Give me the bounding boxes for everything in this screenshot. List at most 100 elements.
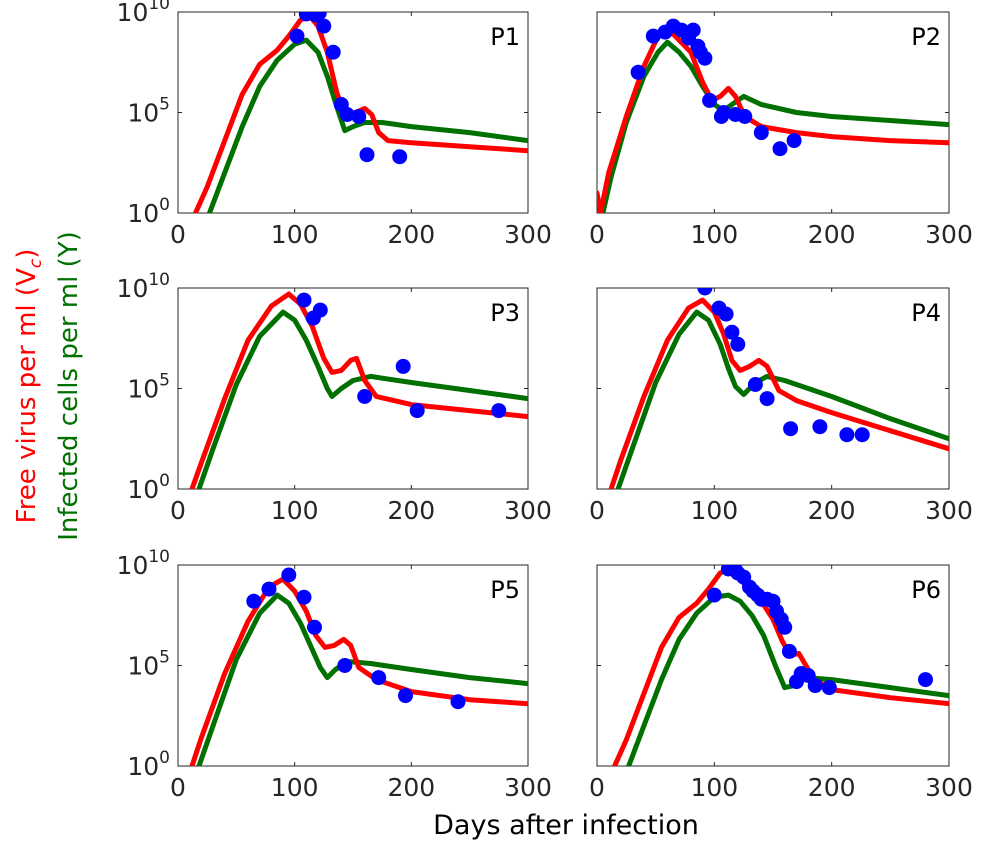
data-point <box>918 672 933 688</box>
data-point <box>697 50 713 66</box>
data-point <box>307 619 322 635</box>
infected-cells-line <box>207 37 528 213</box>
y-tick-label: 105 <box>127 371 170 404</box>
x-tick-label: 200 <box>808 220 856 249</box>
data-point <box>718 306 734 322</box>
x-tick-label: 300 <box>925 220 973 249</box>
free-virus-line <box>597 25 949 213</box>
data-point <box>289 28 305 44</box>
data-point <box>325 44 341 60</box>
x-tick-label: 0 <box>170 220 186 249</box>
x-tick-label: 200 <box>387 496 435 525</box>
x-tick-label: 200 <box>808 773 856 802</box>
data-point <box>261 581 277 597</box>
data-point <box>783 421 799 437</box>
data-point <box>772 141 788 157</box>
data-point <box>724 324 740 340</box>
data-point <box>730 336 746 352</box>
data-point <box>854 427 870 443</box>
x-tick-label: 300 <box>925 773 973 802</box>
y-tick-label: 105 <box>127 648 170 681</box>
panel-label: P6 <box>911 576 941 604</box>
data-point <box>316 18 332 34</box>
data-point <box>296 589 312 605</box>
y-tick-label: 100 <box>127 195 170 228</box>
panel-label: P4 <box>911 299 941 327</box>
data-point <box>395 358 411 374</box>
data-point <box>821 680 837 696</box>
data-point <box>351 109 367 124</box>
data-point <box>839 427 855 443</box>
data-point <box>702 92 718 108</box>
data-point <box>296 292 312 308</box>
y-title-free-virus-end: ) <box>12 249 42 259</box>
panel-P4: 0 100 200 300 P4 <box>589 287 973 525</box>
data-point <box>697 288 713 296</box>
y-tick-label: 1010 <box>117 270 170 303</box>
data-point <box>491 403 507 419</box>
y-tick-label: 100 <box>127 471 170 504</box>
data-point <box>645 28 661 44</box>
data-point <box>812 419 828 435</box>
x-tick-label: 100 <box>690 220 738 249</box>
data-point <box>753 125 769 141</box>
x-tick-label: 0 <box>170 773 186 802</box>
data-point <box>311 12 327 21</box>
y-tick-label: 1010 <box>117 547 170 580</box>
x-tick-label: 200 <box>387 220 435 249</box>
x-tick-label: 100 <box>690 496 738 525</box>
data-point <box>246 593 262 609</box>
data-point <box>371 670 387 686</box>
panel-label: P2 <box>911 23 941 51</box>
x-tick-label: 300 <box>504 220 552 249</box>
panel-label: P1 <box>490 23 520 51</box>
y-tick-label: 100 <box>127 748 170 781</box>
y-axis-title-infected: Infected cells per ml (Y) <box>54 231 84 541</box>
infected-cells-line <box>615 309 949 489</box>
x-tick-label: 0 <box>589 773 605 802</box>
y-axis-titles: Free virus per ml (Vc) Infected cells pe… <box>12 231 84 541</box>
y-title-free-virus-main: Free virus per ml (V <box>12 268 42 523</box>
data-point <box>630 64 646 80</box>
data-point <box>281 567 297 583</box>
x-tick-label: 200 <box>808 496 856 525</box>
x-tick-label: 0 <box>589 220 605 249</box>
x-tick-label: 100 <box>271 496 319 525</box>
free-virus-line <box>608 297 949 489</box>
panel-label: P3 <box>490 299 520 327</box>
data-point <box>781 643 797 659</box>
y-title-free-virus-sub: c <box>26 258 46 268</box>
x-tick-label: 100 <box>271 220 319 249</box>
data-point <box>359 147 375 163</box>
data-point <box>312 302 328 318</box>
x-tick-label: 0 <box>170 496 186 525</box>
x-tick-label: 200 <box>387 773 435 802</box>
data-point <box>777 619 793 635</box>
x-tick-label: 300 <box>504 496 552 525</box>
panel-P6: 0 100 200 300 P6 <box>589 564 973 802</box>
data-point <box>392 149 408 165</box>
x-tick-label: 300 <box>504 773 552 802</box>
data-point <box>337 658 353 673</box>
data-point <box>737 109 753 124</box>
data-point <box>786 133 802 149</box>
data-point <box>357 389 373 404</box>
data-point <box>409 403 425 419</box>
free-virus-line <box>189 291 528 489</box>
data-point <box>685 22 701 38</box>
data-point <box>807 678 823 694</box>
x-tick-label: 100 <box>690 773 738 802</box>
infected-cells-line <box>196 592 528 766</box>
data-point <box>450 694 466 710</box>
free-virus-line <box>189 576 528 766</box>
x-tick-label: 0 <box>589 496 605 525</box>
y-axis-title-free-virus: Free virus per ml (Vc) <box>12 249 46 524</box>
x-axis-title: Days after infection <box>433 810 699 841</box>
data-point <box>339 107 355 122</box>
x-tick-label: 300 <box>925 496 973 525</box>
